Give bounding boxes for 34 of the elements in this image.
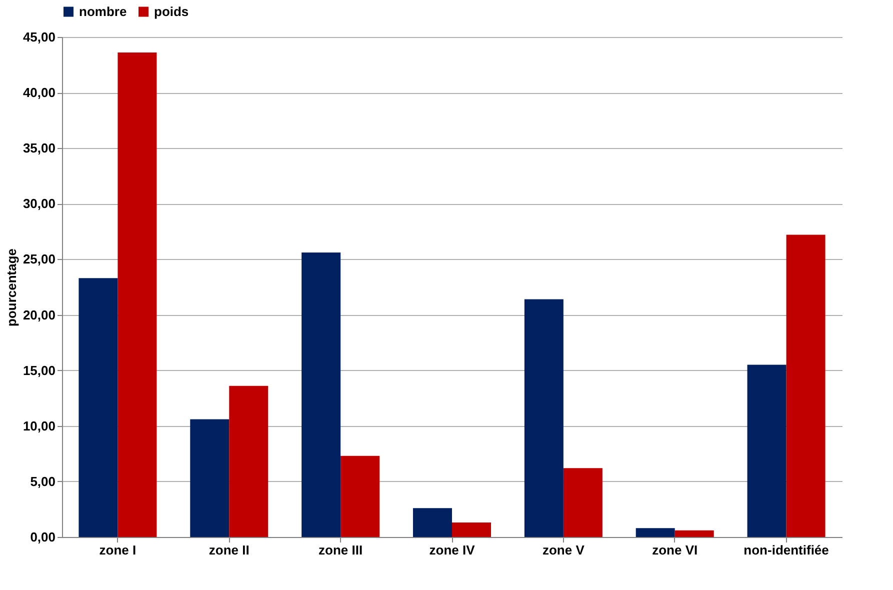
x-tick-label: zone V [542,542,585,558]
bar [563,468,602,537]
y-tick-label: 40,00 [22,85,56,100]
bar [786,234,826,537]
bar [413,508,452,537]
bar [636,528,675,537]
x-tick-label: zone VI [652,542,698,558]
legend-label: nombre [79,4,127,19]
y-tick-label: 45,00 [22,30,56,44]
y-tick-label: 0,00 [30,530,56,544]
y-tick-label: 25,00 [22,252,56,267]
y-tick-label: 15,00 [22,362,56,378]
x-tick-label: zone I [99,542,136,558]
bar [302,252,341,537]
bar [78,278,118,537]
x-tick-label: zone II [208,542,250,558]
y-tick-label: 35,00 [22,140,56,156]
bar [674,530,714,537]
bar [524,299,564,537]
legend-label: poids [154,4,189,19]
bar [747,364,786,537]
y-tick-label: 20,00 [22,307,56,322]
y-tick-label: 10,00 [22,418,56,434]
bar [118,52,157,537]
x-tick-label: non-identifiée [744,542,829,558]
x-tick-label: zone IV [429,542,476,558]
x-tick-label: zone III [318,542,363,558]
y-axis-title: pourcentage [4,248,19,327]
bar [229,386,268,537]
y-tick-label: 5,00 [30,474,56,489]
bar [190,419,230,537]
y-tick-label: 30,00 [22,196,56,212]
bar [340,456,380,537]
bar [452,522,491,537]
